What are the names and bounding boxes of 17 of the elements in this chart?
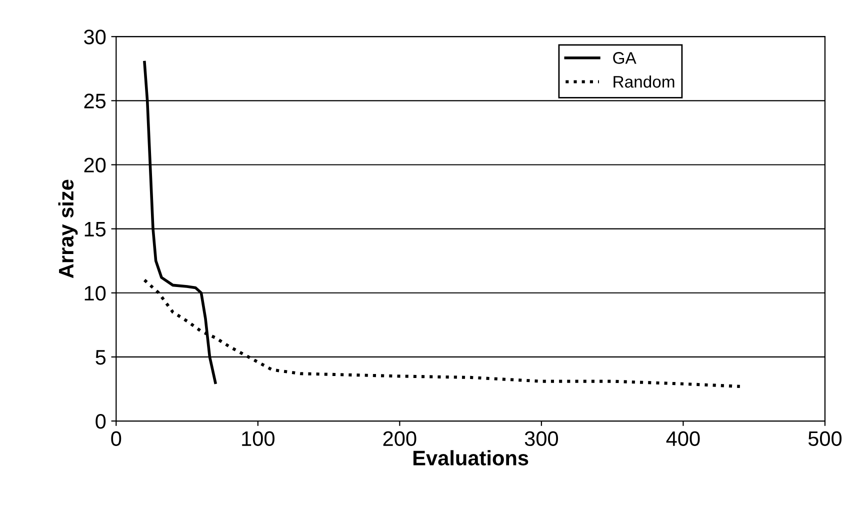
- legend-label: Random: [614, 75, 674, 88]
- y-tick-label: 20: [84, 158, 106, 172]
- x-tick-label: 100: [242, 431, 274, 446]
- x-tick-label: 400: [666, 431, 700, 446]
- x-tick-label: 200: [383, 431, 416, 446]
- y-tick-label: 0: [96, 414, 106, 429]
- y-tick-label: 30: [84, 30, 106, 44]
- y-axis-title: Array size: [58, 180, 78, 278]
- x-axis-title: Evaluations: [413, 450, 528, 466]
- legend-label: GA: [613, 52, 636, 64]
- x-tick-label: 300: [524, 431, 558, 446]
- y-tick-label: 5: [96, 350, 106, 365]
- y-tick-label: 25: [84, 94, 106, 108]
- x-tick-label: 0: [111, 431, 122, 446]
- y-tick-label: 15: [84, 222, 106, 237]
- y-tick-label: 10: [84, 286, 106, 301]
- x-tick-label: 500: [808, 431, 842, 446]
